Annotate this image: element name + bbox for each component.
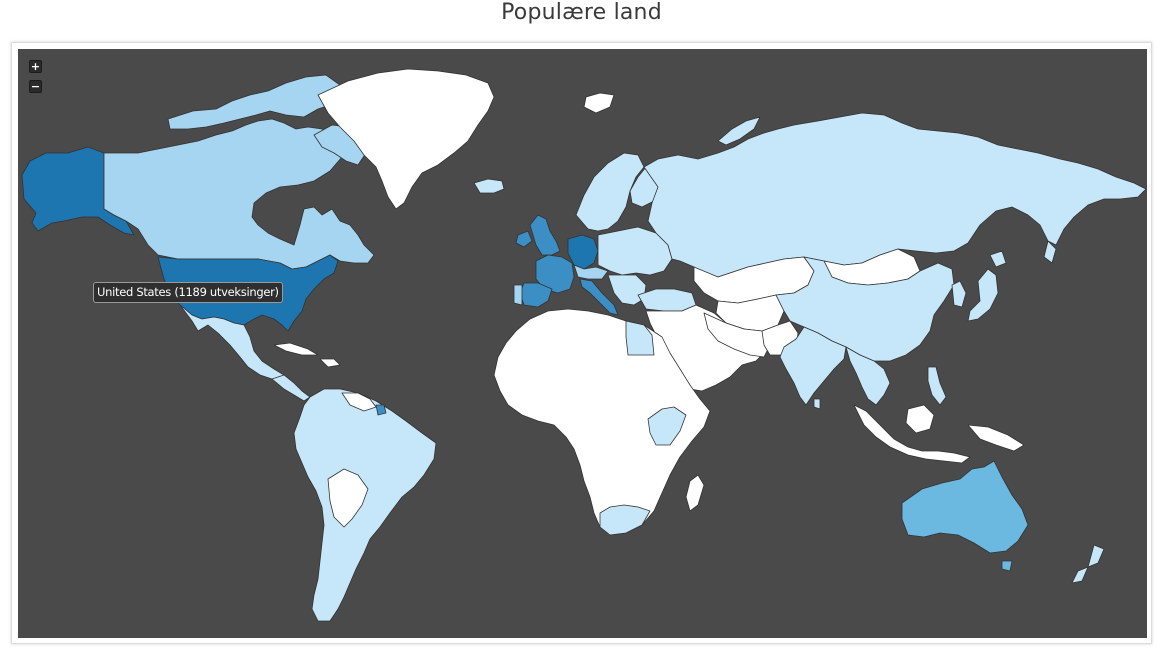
- region-new-guinea[interactable]: [967, 424, 1025, 452]
- page-title: Populære land: [501, 0, 662, 25]
- region-malaysia-indonesia[interactable]: [853, 404, 971, 464]
- region-borneo[interactable]: [905, 404, 935, 434]
- region-turkey[interactable]: [637, 288, 697, 312]
- region-germany[interactable]: [567, 234, 599, 270]
- region-china[interactable]: [775, 256, 955, 362]
- map-tooltip: United States (1189 utveksinger): [93, 282, 283, 303]
- region-east-africa[interactable]: [647, 406, 687, 446]
- region-new-zealand[interactable]: [1071, 544, 1105, 584]
- region-tasmania[interactable]: [1001, 560, 1013, 572]
- region-iceland[interactable]: [473, 178, 505, 194]
- region-cuba[interactable]: [273, 342, 319, 356]
- region-united-kingdom[interactable]: [529, 214, 561, 256]
- region-egypt[interactable]: [625, 320, 655, 356]
- region-portugal[interactable]: [513, 284, 523, 306]
- region-australia[interactable]: [901, 460, 1029, 554]
- region-indochina[interactable]: [845, 346, 891, 406]
- world-map-svg[interactable]: [18, 49, 1147, 638]
- region-india[interactable]: [779, 326, 847, 406]
- region-hokkaido[interactable]: [989, 250, 1007, 268]
- region-greenland[interactable]: [317, 68, 495, 210]
- region-ireland[interactable]: [515, 230, 533, 248]
- region-philippines[interactable]: [927, 366, 947, 406]
- region-argentina-interior[interactable]: [327, 468, 369, 528]
- region-french-guiana[interactable]: [375, 404, 387, 416]
- world-map[interactable]: + − United States (1189 utveksinger): [18, 49, 1147, 638]
- region-south-america[interactable]: [293, 388, 437, 622]
- zoom-out-button[interactable]: −: [29, 80, 42, 93]
- region-novaya-zemlya[interactable]: [717, 116, 761, 146]
- region-scandinavia[interactable]: [575, 152, 645, 232]
- region-hispaniola[interactable]: [319, 358, 341, 368]
- region-eastern-europe[interactable]: [597, 226, 673, 276]
- region-svalbard[interactable]: [583, 92, 615, 114]
- region-italy[interactable]: [579, 278, 619, 316]
- zoom-in-button[interactable]: +: [29, 60, 42, 73]
- region-korea[interactable]: [951, 280, 967, 308]
- region-kamchatka[interactable]: [1043, 240, 1057, 264]
- region-iran[interactable]: [703, 312, 771, 358]
- region-south-africa[interactable]: [599, 504, 651, 536]
- region-madagascar[interactable]: [685, 474, 705, 512]
- map-card: + − United States (1189 utveksinger): [11, 42, 1152, 644]
- region-alaska[interactable]: [21, 146, 135, 236]
- region-sri-lanka[interactable]: [813, 398, 821, 410]
- region-japan[interactable]: [967, 268, 999, 322]
- region-switzerland-austria[interactable]: [573, 264, 609, 280]
